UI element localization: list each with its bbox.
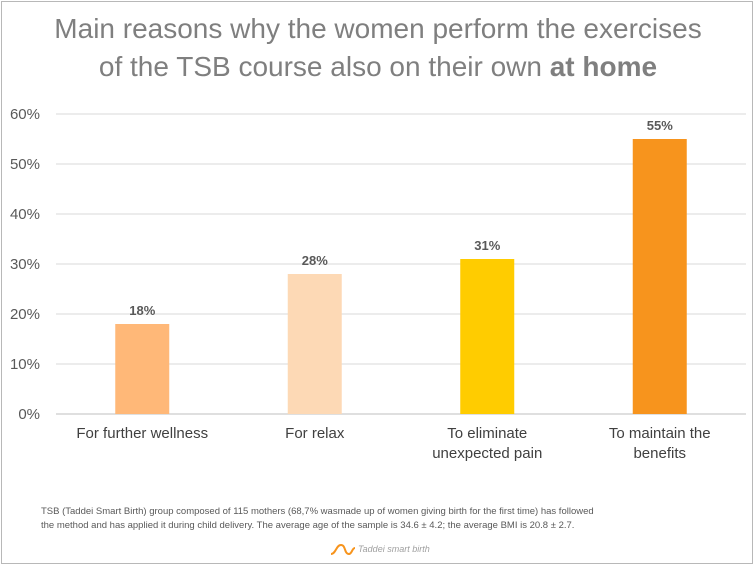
title-line-2: of the TSB course also on their own at h…	[0, 48, 756, 86]
bar	[632, 139, 687, 414]
data-labels: 18% 28% 31% 55%	[129, 118, 673, 318]
title-line-1: Main reasons why the women perform the e…	[54, 13, 702, 44]
category-label: For relax	[285, 425, 345, 442]
gridlines	[56, 113, 746, 415]
y-tick-label: 0%	[18, 406, 40, 423]
y-axis-ticks: 0% 10% 20% 30% 40% 50% 60%	[10, 106, 40, 423]
footnote-line-1: TSB (Taddei Smart Birth) group composed …	[41, 506, 594, 517]
data-label: 55%	[647, 118, 673, 133]
y-tick-label: 20%	[10, 306, 40, 323]
category-label: To maintain the	[609, 425, 711, 442]
footnote: TSB (Taddei Smart Birth) group composed …	[41, 505, 721, 533]
bar-chart: 0% 10% 20% 30% 40% 50% 60% 18% 28% 31% 55% For fu…	[10, 106, 746, 462]
y-tick-label: 30%	[10, 256, 40, 273]
wave-logo-icon	[330, 543, 356, 556]
brand-logo: Taddei smart birth	[330, 542, 430, 556]
y-tick-label: 60%	[10, 106, 40, 123]
data-label: 31%	[474, 238, 500, 253]
data-label: 18%	[129, 303, 155, 318]
logo-text: Taddei smart birth	[358, 544, 430, 554]
data-label: 28%	[302, 253, 328, 268]
y-tick-label: 50%	[10, 156, 40, 173]
title-line-2-bold: at home	[549, 51, 658, 82]
title-line-2-text: of the TSB course also on their own	[98, 51, 550, 82]
footnote-line-2: the method and has applied it during chi…	[41, 520, 575, 531]
y-tick-label: 10%	[10, 356, 40, 373]
chart-title: Main reasons why the women perform the e…	[0, 10, 756, 86]
bar	[287, 274, 342, 414]
category-label: unexpected pain	[432, 445, 542, 462]
category-label: benefits	[633, 445, 686, 462]
y-tick-label: 40%	[10, 206, 40, 223]
category-label: To eliminate	[447, 425, 527, 442]
category-labels: For further wellness For relax To eliminat…	[76, 425, 710, 462]
bar	[460, 259, 515, 414]
category-label: For further wellness	[76, 425, 208, 442]
bars	[115, 139, 687, 414]
bar	[115, 324, 170, 414]
